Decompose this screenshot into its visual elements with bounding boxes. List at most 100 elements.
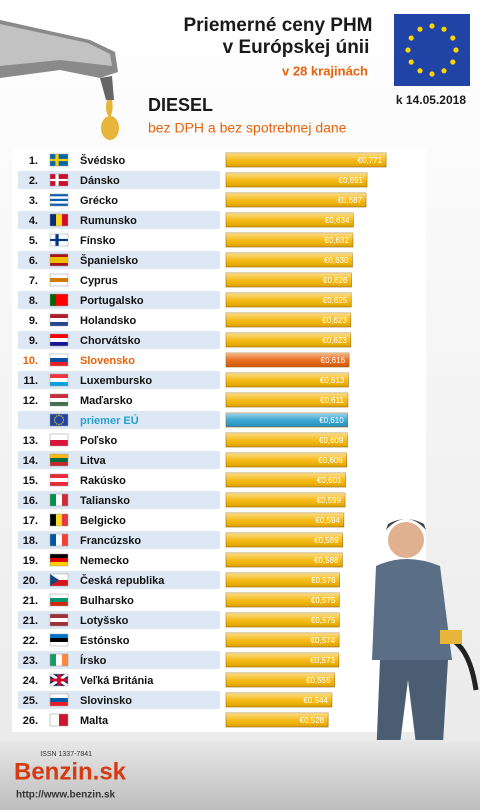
rank: 26. — [23, 715, 38, 727]
date: k 14.05.2018 — [396, 93, 466, 107]
country-name: Slovensko — [80, 355, 135, 367]
bar-gloss — [226, 153, 387, 167]
star — [453, 47, 459, 53]
flag-stripe — [50, 278, 68, 282]
flag-border — [49, 713, 69, 727]
rank: 14. — [23, 455, 38, 467]
flag — [49, 593, 69, 607]
flag-stripe — [50, 642, 68, 646]
bar-gloss — [226, 293, 352, 307]
value-label: €0,691 — [339, 176, 364, 185]
flag — [49, 353, 69, 367]
country-name: Grécko — [80, 195, 118, 207]
flag-border — [49, 553, 69, 567]
bar-gloss — [226, 713, 329, 727]
flag-stripe — [50, 554, 68, 558]
flag-border — [49, 473, 69, 487]
rank: 1. — [29, 155, 38, 167]
row-band — [18, 251, 220, 269]
flag-stripe — [50, 434, 68, 440]
flag-stripe — [59, 714, 64, 726]
rank: 20. — [23, 575, 38, 587]
value-label: €0,575 — [311, 596, 336, 605]
star — [60, 415, 62, 417]
flag-border — [49, 233, 69, 247]
bar-gloss — [226, 633, 340, 647]
subtitle: v 28 krajinách — [282, 63, 368, 78]
flag-border — [49, 633, 69, 647]
flag-stripe — [50, 201, 68, 204]
flag-stripe — [50, 254, 68, 257]
star — [408, 35, 414, 41]
flag-stripe — [50, 394, 68, 398]
flag-stripe — [50, 462, 68, 466]
flag-stripe — [50, 274, 68, 278]
flag-stripe — [56, 534, 62, 546]
bar-gloss — [226, 253, 353, 267]
flag-stripe — [50, 338, 68, 342]
flag-stripe — [50, 478, 68, 482]
value-label: €0,625 — [323, 296, 348, 305]
flag-cross — [50, 238, 68, 242]
rank: 10. — [23, 355, 38, 367]
bar-gloss — [226, 653, 339, 667]
value-label: €0,601 — [317, 476, 342, 485]
flag-stripe — [54, 714, 59, 726]
flag-stripe — [56, 494, 62, 506]
flag-stripe — [62, 514, 68, 526]
flag-stripe — [50, 322, 68, 326]
flag-stripe — [50, 402, 68, 406]
flag — [49, 333, 69, 347]
star — [54, 421, 56, 423]
flag-stripe — [62, 214, 68, 226]
flag-stripe — [50, 194, 68, 197]
flag-border — [49, 413, 69, 427]
rank: 24. — [23, 675, 38, 687]
flag-border — [49, 493, 69, 507]
flag-stripe — [62, 494, 68, 506]
flag-stripe — [50, 196, 68, 199]
value-label: €0,609 — [319, 436, 344, 445]
rank: 11. — [23, 375, 38, 387]
flag-stripe — [50, 482, 68, 486]
flag — [49, 373, 69, 387]
flag-stripe — [50, 378, 68, 382]
flag-stripe — [50, 454, 68, 458]
flag — [49, 433, 69, 447]
country-name: Francúzsko — [80, 535, 141, 547]
flag-border — [49, 373, 69, 387]
value-label: €0,634 — [325, 216, 350, 225]
flag-stripe — [50, 358, 68, 362]
country-name: Taliansko — [80, 495, 130, 507]
flag-border — [49, 653, 69, 667]
flag — [49, 672, 69, 688]
rank: 12. — [23, 395, 38, 407]
row-band — [18, 291, 220, 309]
flag-stripe — [50, 354, 68, 358]
country-name: Dánsko — [80, 175, 120, 187]
flag-border — [49, 573, 69, 587]
star — [450, 59, 456, 65]
value-label: €0,528 — [300, 716, 325, 725]
flag-border — [49, 253, 69, 267]
star — [60, 423, 62, 425]
country-name: Fínsko — [80, 235, 116, 247]
flag-stripe — [50, 314, 68, 318]
issn: ISSN 1337-7841 — [40, 751, 92, 758]
bar-gloss — [226, 453, 347, 467]
star — [58, 414, 60, 417]
flag — [49, 513, 69, 527]
flag-stripe — [50, 514, 56, 526]
flag — [49, 293, 69, 307]
star — [53, 419, 56, 421]
value-label: €0,544 — [303, 696, 328, 705]
bar-gloss — [226, 593, 340, 607]
flag-border — [49, 433, 69, 447]
star — [62, 417, 64, 419]
value-label: €0,574 — [311, 636, 336, 645]
flag — [49, 173, 69, 187]
bar-gloss — [226, 193, 367, 207]
flag-stripe — [50, 294, 56, 306]
row-band — [18, 611, 220, 629]
bar-gloss — [226, 273, 352, 287]
